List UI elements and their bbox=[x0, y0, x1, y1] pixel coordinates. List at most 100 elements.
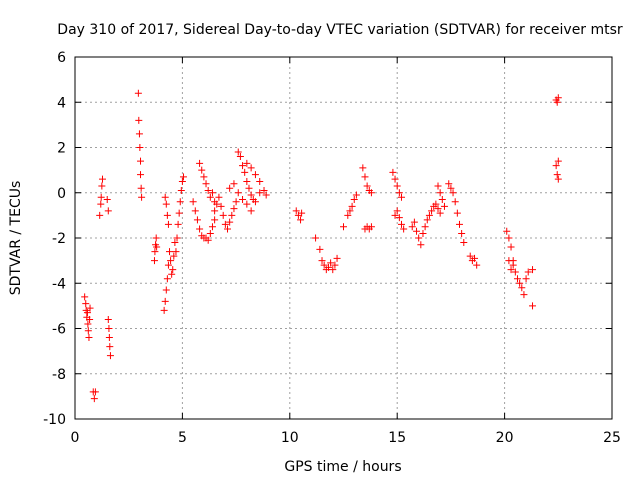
data-point bbox=[251, 198, 259, 206]
data-point bbox=[86, 304, 94, 312]
data-point bbox=[395, 189, 403, 197]
data-point bbox=[434, 205, 442, 213]
data-point bbox=[179, 173, 187, 181]
data-point bbox=[520, 291, 528, 299]
data-point bbox=[460, 239, 468, 247]
data-point bbox=[511, 268, 519, 276]
data-point bbox=[206, 193, 214, 201]
data-point bbox=[152, 234, 160, 242]
data-point bbox=[440, 202, 448, 210]
data-point bbox=[169, 266, 177, 274]
data-point bbox=[247, 191, 255, 199]
data-point bbox=[211, 207, 219, 215]
data-point bbox=[135, 116, 143, 124]
data-point bbox=[507, 243, 515, 251]
data-point bbox=[172, 248, 180, 256]
data-point bbox=[105, 325, 113, 332]
data-point bbox=[86, 315, 94, 323]
data-point bbox=[251, 171, 259, 179]
data-point bbox=[137, 171, 145, 179]
data-point bbox=[449, 189, 457, 197]
data-point bbox=[162, 200, 170, 208]
data-point bbox=[164, 220, 172, 228]
data-point bbox=[408, 223, 416, 231]
data-point bbox=[104, 207, 112, 215]
data-point bbox=[206, 229, 214, 237]
y-tick-label: -10 bbox=[43, 412, 66, 428]
data-point bbox=[215, 193, 223, 201]
data-point bbox=[247, 164, 255, 172]
data-point bbox=[554, 157, 562, 165]
data-point bbox=[298, 209, 306, 217]
data-point bbox=[83, 309, 91, 317]
data-point bbox=[160, 306, 168, 314]
data-point bbox=[176, 198, 184, 206]
data-point bbox=[389, 168, 397, 176]
data-point bbox=[425, 211, 433, 219]
data-point bbox=[104, 315, 112, 323]
data-point bbox=[397, 193, 405, 201]
data-point bbox=[552, 162, 560, 170]
data-point bbox=[170, 252, 178, 260]
data-point bbox=[174, 220, 182, 228]
data-point bbox=[245, 184, 253, 192]
data-point bbox=[522, 275, 530, 283]
grid-lines bbox=[75, 57, 612, 419]
data-point bbox=[164, 261, 172, 269]
data-point bbox=[410, 218, 418, 226]
data-point bbox=[505, 257, 513, 265]
data-point bbox=[196, 159, 204, 167]
data-point bbox=[208, 223, 216, 231]
data-point bbox=[211, 216, 219, 224]
data-point bbox=[221, 220, 229, 228]
data-point bbox=[455, 220, 463, 228]
data-point bbox=[171, 239, 179, 247]
data-point bbox=[97, 193, 105, 201]
data-point bbox=[137, 184, 145, 192]
y-tick-label: -2 bbox=[52, 231, 66, 247]
data-point bbox=[361, 173, 369, 181]
data-point bbox=[167, 257, 175, 265]
data-point bbox=[554, 175, 562, 183]
data-point bbox=[419, 229, 427, 237]
y-tick-label: -6 bbox=[52, 322, 66, 338]
data-point bbox=[393, 182, 401, 190]
data-point bbox=[162, 286, 170, 294]
data-point bbox=[292, 207, 300, 215]
data-point bbox=[241, 168, 249, 176]
data-point bbox=[331, 261, 339, 269]
data-point bbox=[327, 259, 335, 267]
data-point bbox=[106, 343, 114, 351]
data-point bbox=[513, 275, 521, 283]
data-point bbox=[84, 327, 92, 335]
y-tick-label: 6 bbox=[57, 50, 66, 66]
data-point bbox=[524, 268, 532, 276]
data-point bbox=[391, 211, 399, 219]
data-point bbox=[260, 186, 268, 194]
data-point bbox=[324, 263, 332, 271]
data-point bbox=[236, 153, 244, 161]
data-point bbox=[397, 220, 405, 228]
data-point bbox=[81, 293, 89, 301]
data-point bbox=[421, 223, 429, 231]
data-point bbox=[161, 297, 169, 305]
data-point bbox=[256, 189, 264, 197]
data-point bbox=[458, 229, 466, 237]
data-point bbox=[200, 173, 208, 181]
data-point bbox=[453, 209, 461, 217]
data-point bbox=[507, 266, 515, 274]
y-tick-label: 2 bbox=[57, 141, 66, 157]
data-point bbox=[150, 257, 158, 265]
data-point bbox=[151, 248, 159, 256]
data-point bbox=[359, 164, 367, 172]
data-point bbox=[312, 234, 320, 242]
data-point bbox=[98, 182, 106, 190]
data-point bbox=[230, 205, 238, 213]
y-tick-label: 0 bbox=[57, 186, 66, 202]
data-point bbox=[316, 245, 324, 253]
data-point bbox=[204, 236, 212, 244]
y-tick-label: 4 bbox=[57, 95, 66, 111]
data-point bbox=[247, 207, 255, 215]
data-point bbox=[367, 189, 375, 197]
